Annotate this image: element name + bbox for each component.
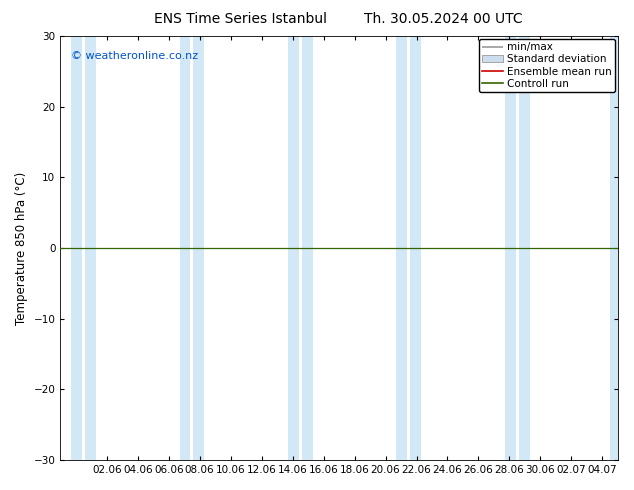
Text: ENS Time Series Istanbul: ENS Time Series Istanbul [155,12,327,26]
Text: Th. 30.05.2024 00 UTC: Th. 30.05.2024 00 UTC [365,12,523,26]
Text: © weatheronline.co.nz: © weatheronline.co.nz [72,51,198,61]
Bar [85,36,96,460]
Y-axis label: Temperature 850 hPa (°C): Temperature 850 hPa (°C) [15,172,28,325]
Bar [519,36,529,460]
Bar [410,36,421,460]
Bar [179,36,190,460]
Bar [193,36,204,460]
Bar [302,36,313,460]
Bar [71,36,82,460]
Bar [396,36,407,460]
Bar [505,36,515,460]
Bar [288,36,299,460]
Bar [610,36,618,460]
Legend: min/max, Standard deviation, Ensemble mean run, Controll run: min/max, Standard deviation, Ensemble me… [479,39,615,92]
